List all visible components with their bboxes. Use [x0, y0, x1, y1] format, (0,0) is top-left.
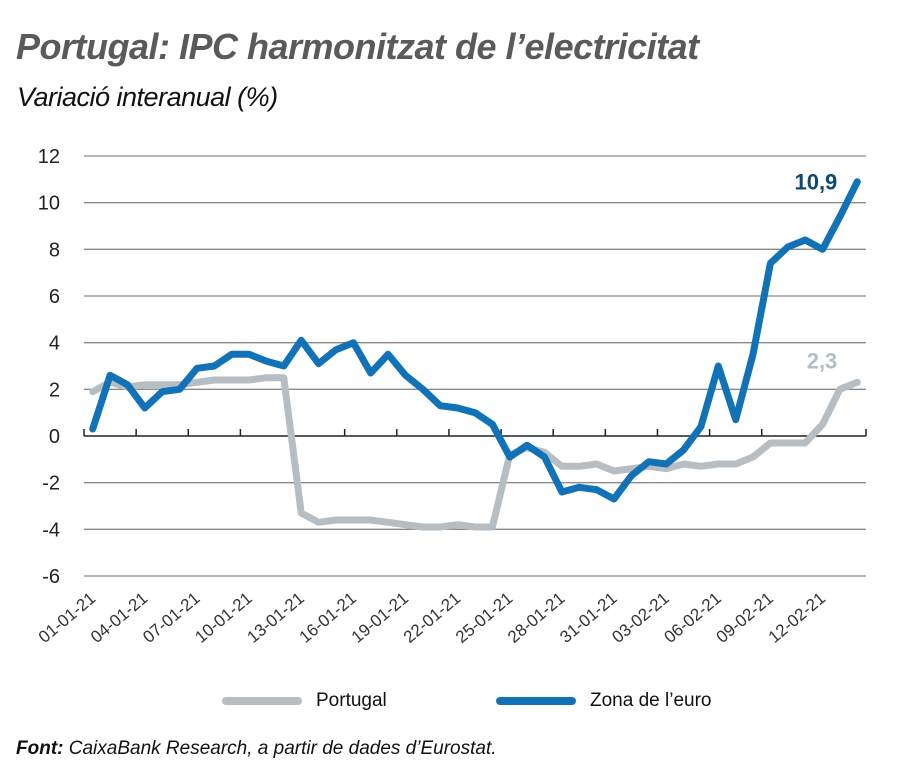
data-label-portugal: 2,3 — [807, 348, 838, 373]
x-tick-label: 28-01-21 — [504, 589, 568, 647]
y-tick-label: 4 — [49, 333, 60, 355]
chart-subtitle: Variació interanual (%) — [17, 82, 278, 112]
y-tick-label: 2 — [49, 379, 60, 401]
y-tick-label: 6 — [49, 286, 60, 308]
x-tick-label: 06-02-21 — [661, 589, 725, 647]
x-tick-label: 25-01-21 — [452, 589, 516, 647]
x-tick-label: 07-01-21 — [139, 589, 203, 647]
legend-swatch-portugal — [222, 697, 302, 705]
x-axis — [83, 429, 867, 437]
legend-item-euro: Zona de l’euro — [496, 690, 711, 712]
y-tick-label: 12 — [38, 146, 60, 168]
y-tick-label: 0 — [49, 426, 60, 448]
x-tick-label: 16-01-21 — [296, 589, 360, 647]
x-tick-label: 13-01-21 — [243, 589, 307, 647]
line-chart: 12 10 8 6 4 2 0 -2 -4 -6 01-01-2104-01-2107-01-21… — [35, 146, 867, 647]
series-line-portugal — [89, 374, 861, 531]
x-tick-label: 04-01-21 — [87, 589, 151, 647]
x-axis-labels: 01-01-2104-01-2107-01-2110-01-2113-01-21… — [35, 589, 829, 647]
legend: Portugal Zona de l’euro — [0, 690, 900, 720]
y-tick-label: -4 — [42, 519, 60, 541]
y-axis-labels: 12 10 8 6 4 2 0 -2 -4 -6 — [38, 146, 60, 588]
source-text: CaixaBank Research, a partir de dades d’… — [63, 738, 497, 759]
data-label-euro: 10,9 — [794, 170, 837, 195]
x-tick-label: 10-01-21 — [191, 589, 255, 647]
legend-swatch-euro — [496, 697, 576, 705]
x-tick-label: 19-01-21 — [348, 589, 412, 647]
y-tick-label: 10 — [38, 193, 60, 215]
x-tick-label: 03-02-21 — [608, 589, 672, 647]
x-tick-label: 01-01-21 — [35, 589, 99, 647]
legend-item-portugal: Portugal — [222, 690, 387, 712]
source-label: Font: — [16, 738, 64, 759]
legend-label-portugal: Portugal — [316, 690, 387, 711]
x-tick-label: 31-01-21 — [556, 589, 620, 647]
x-tick-label: 12-02-21 — [765, 589, 829, 647]
series-lines — [89, 178, 861, 531]
y-tick-label: 8 — [49, 239, 60, 261]
source-note: Font: CaixaBank Research, a partir de da… — [16, 738, 497, 760]
series-line-euro — [89, 178, 861, 503]
chart-title: Portugal: IPC harmonitzat de l’electrici… — [16, 26, 699, 67]
y-tick-label: -6 — [42, 566, 60, 588]
x-tick-label: 09-02-21 — [713, 589, 777, 647]
x-tick-label: 22-01-21 — [400, 589, 464, 647]
y-tick-label: -2 — [42, 473, 60, 495]
legend-label-euro: Zona de l’euro — [590, 690, 712, 711]
annotations: 10,9 2,3 — [794, 170, 837, 374]
